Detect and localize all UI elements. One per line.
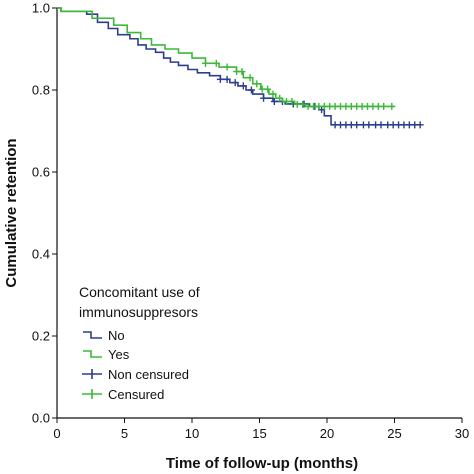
censor-mark (260, 94, 268, 102)
legend-item-yes: Yes (83, 347, 130, 362)
legend-item-non-censured: Non censured (82, 367, 189, 382)
legend-item-censured: Censured (82, 387, 164, 402)
censor-mark (416, 121, 424, 129)
x-tick-label: 25 (387, 426, 401, 441)
legend-item-no: No (83, 328, 125, 343)
legend: Concomitant use of immunosuppresors No Ye… (79, 284, 200, 402)
x-tick-label: 0 (53, 426, 60, 441)
censor-mark (231, 79, 239, 87)
censor-mark (253, 80, 261, 88)
y-axis-ticks: 0.0 0.2 0.4 0.6 0.8 1.0 (32, 1, 57, 426)
censor-mark (238, 68, 246, 76)
legend-label: Non censured (108, 367, 189, 382)
censor-mark (365, 121, 373, 129)
censor-mark (247, 86, 255, 94)
legend-title-line-1: Concomitant use of (79, 284, 200, 300)
x-tick-label: 30 (455, 426, 469, 441)
series-yes (57, 7, 396, 110)
legend-censor-swatch (82, 369, 102, 379)
censor-mark (276, 94, 284, 102)
x-axis-ticks: 0 5 10 15 20 25 30 (53, 418, 469, 441)
legend-label: Censured (108, 387, 164, 402)
legend-censor-swatch (82, 389, 102, 399)
survival-step-line (57, 7, 422, 126)
censor-mark (264, 85, 272, 93)
censor-mark (239, 82, 247, 90)
censor-mark (212, 59, 220, 67)
censor-mark (299, 100, 307, 108)
y-tick-label: 0.0 (32, 411, 50, 426)
plot-series (57, 7, 424, 129)
y-axis-title: Cumulative retention (3, 138, 20, 287)
legend-label: No (108, 328, 125, 343)
y-tick-label: 0.6 (32, 165, 50, 180)
censor-mark (223, 63, 231, 71)
x-tick-label: 10 (185, 426, 199, 441)
legend-label: Yes (108, 347, 130, 362)
x-tick-label: 20 (320, 426, 334, 441)
y-tick-label: 0.8 (32, 83, 50, 98)
censor-mark (377, 121, 385, 129)
y-tick-label: 1.0 (32, 1, 50, 16)
legend-step-swatch (83, 331, 102, 339)
y-tick-label: 0.2 (32, 329, 50, 344)
censor-mark (270, 97, 278, 105)
censor-mark (288, 97, 296, 105)
y-tick-label: 0.4 (32, 247, 50, 262)
x-tick-label: 5 (121, 426, 128, 441)
censor-mark (380, 102, 388, 110)
series-no (57, 7, 424, 129)
legend-items: No Yes Non censured Censured (82, 328, 189, 402)
censor-mark (246, 74, 254, 82)
x-axis-title: Time of follow-up (months) (166, 455, 358, 472)
censor-mark (269, 90, 277, 98)
censor-mark (223, 75, 231, 83)
censor-mark (353, 121, 361, 129)
censor-mark (202, 59, 209, 67)
censor-mark (216, 75, 224, 83)
censor-mark (388, 102, 396, 110)
x-tick-label: 15 (252, 426, 266, 441)
legend-step-swatch (83, 350, 102, 358)
legend-title-line-2: immunosuppresors (79, 304, 198, 320)
